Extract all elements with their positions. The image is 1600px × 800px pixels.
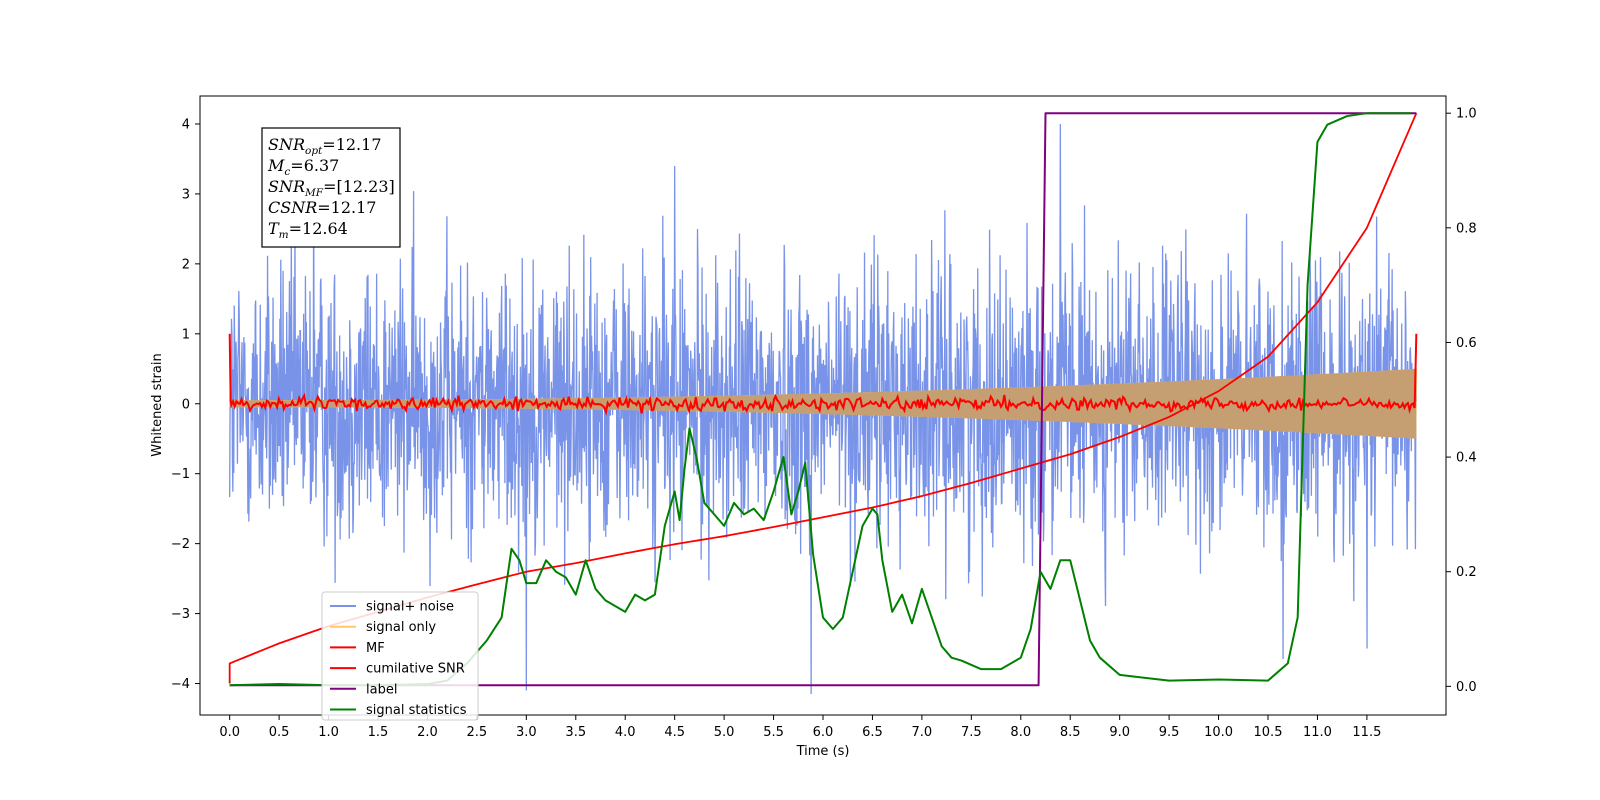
x-tick-label: 4.5 xyxy=(664,725,685,740)
legend-frame xyxy=(321,591,479,721)
y-right-tick-label: 0.0 xyxy=(1456,680,1477,695)
x-tick-label: 4.0 xyxy=(615,725,636,740)
x-tick-label: 8.0 xyxy=(1010,725,1031,740)
x-tick-label: 10.0 xyxy=(1204,725,1233,740)
y-tick-label: −1 xyxy=(171,467,190,482)
y-axis-label: Whitened strain xyxy=(150,353,165,456)
annotation-line: SNRMF=[12.23] xyxy=(268,177,395,199)
series-layer xyxy=(228,112,1418,695)
annotation-box: SNRopt=12.17Mc=6.37SNRMF=[12.23]CSNR=12.… xyxy=(261,127,401,248)
legend-entry-label: signal only xyxy=(366,620,436,635)
x-axis: 0.0 0.5 1.0 1.5 2.0 2.5 3.0 3.5 4.0 4.5 5.0 5.5 6.0 6… xyxy=(219,715,1381,740)
legend-entry-label: signal+ noise xyxy=(366,600,454,615)
legend-entry-label: cumilative SNR xyxy=(366,662,465,677)
y-tick-label: −3 xyxy=(171,607,190,622)
y-tick-label: −4 xyxy=(171,677,190,692)
y-axis-left: −4 −3 −2 −1 0 1 2 3 4 xyxy=(171,117,200,692)
x-tick-label: 5.5 xyxy=(763,725,784,740)
x-tick-label: 2.0 xyxy=(417,725,438,740)
legend: signal+ noise signal only MF cumilative SNR… xyxy=(321,591,479,721)
x-tick-label: 11.5 xyxy=(1352,725,1381,740)
y-right-tick-label: 0.2 xyxy=(1456,565,1477,580)
y-tick-label: 0 xyxy=(182,397,190,412)
x-tick-label: 8.5 xyxy=(1060,725,1081,740)
x-tick-label: 7.0 xyxy=(912,725,933,740)
x-tick-label: 10.5 xyxy=(1254,725,1283,740)
annotation-frame xyxy=(261,127,401,248)
y-right-tick-label: 0.4 xyxy=(1456,451,1477,466)
x-tick-label: 7.5 xyxy=(961,725,982,740)
y-right-tick-label: 0.6 xyxy=(1456,336,1477,351)
x-tick-label: 1.0 xyxy=(318,725,339,740)
x-tick-label: 11.0 xyxy=(1303,725,1332,740)
y-right-tick-label: 0.8 xyxy=(1456,221,1477,236)
y-tick-label: −2 xyxy=(171,537,190,552)
y-tick-label: 2 xyxy=(182,257,190,272)
x-tick-label: 0.5 xyxy=(269,725,290,740)
series-label xyxy=(229,112,1417,687)
series-mf xyxy=(228,333,1418,416)
x-tick-label: 5.0 xyxy=(714,725,735,740)
legend-entry-label: MF xyxy=(366,641,385,656)
x-axis-label: Time (s) xyxy=(796,744,850,759)
x-tick-label: 1.5 xyxy=(368,725,389,740)
y-axis-right: 0.0 0.2 0.4 0.6 0.8 1.0 xyxy=(1446,107,1477,695)
y-tick-label: 4 xyxy=(182,117,190,132)
x-tick-label: 3.0 xyxy=(516,725,537,740)
annotation-line: Tm=12.64 xyxy=(268,219,348,241)
y-tick-label: 3 xyxy=(182,187,190,202)
x-tick-label: 0.0 xyxy=(219,725,240,740)
x-tick-label: 9.0 xyxy=(1109,725,1130,740)
annotation-line: CSNR=12.17 xyxy=(268,198,376,217)
legend-entry-label: signal statistics xyxy=(366,703,467,718)
y-tick-label: 1 xyxy=(182,327,190,342)
x-tick-label: 3.5 xyxy=(565,725,586,740)
series-signal-statistics xyxy=(229,112,1412,687)
signal-only-envelope xyxy=(229,368,1417,439)
x-tick-label: 6.0 xyxy=(813,725,834,740)
legend-entry-label: label xyxy=(366,682,397,697)
x-tick-label: 6.5 xyxy=(862,725,883,740)
annotation-line: Mc=6.37 xyxy=(267,156,339,178)
x-tick-label: 9.5 xyxy=(1159,725,1180,740)
y-right-tick-label: 1.0 xyxy=(1456,107,1477,122)
x-tick-label: 2.5 xyxy=(467,725,488,740)
annotation-line: SNRopt=12.17 xyxy=(268,135,382,157)
